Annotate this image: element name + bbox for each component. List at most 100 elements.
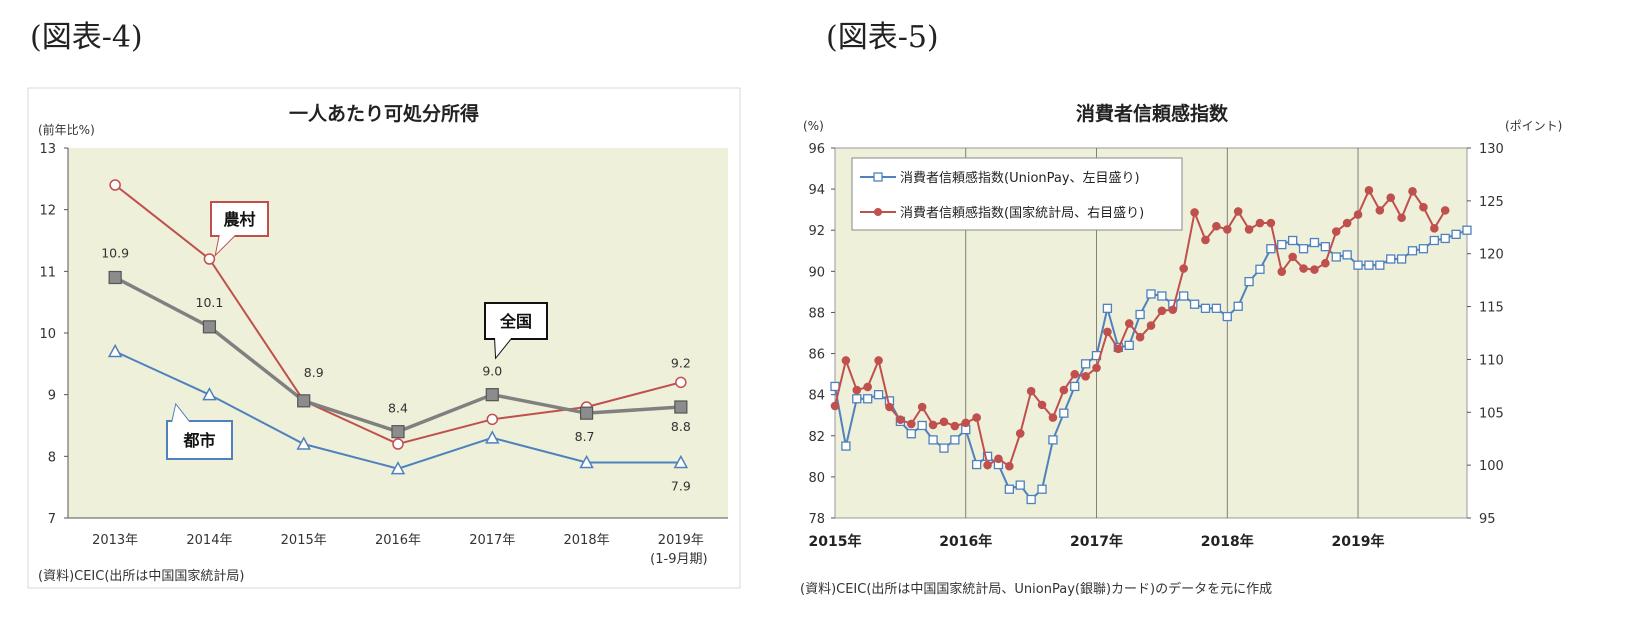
fig5-point-nbs: [1092, 363, 1101, 373]
fig5-point-unionpay: [1037, 484, 1047, 494]
fig5-point-nbs: [1255, 218, 1265, 228]
fig5-point-nbs: [1299, 264, 1308, 273]
fig5-y-left-unit: (%): [803, 119, 824, 133]
fig4-point-urban: [390, 461, 406, 475]
fig5-y-left-tick-label: 90: [808, 265, 825, 280]
fig5-point-nbs: [1233, 207, 1243, 216]
fig5-point-nbs: [863, 382, 872, 392]
fig5-point-nbs: [1146, 321, 1156, 330]
fig5-legend-marker-nbs: [874, 208, 882, 216]
fig4-point-national: [579, 406, 594, 420]
fig5-x-tick-label: 2016年: [939, 533, 992, 550]
fig5-point-nbs: [1244, 225, 1254, 234]
fig5-point-unionpay: [1211, 303, 1222, 313]
fig5-point-nbs: [1201, 235, 1210, 245]
fig5-y-left-tick-label: 88: [808, 306, 825, 321]
fig5-legend-box: [851, 157, 1183, 231]
fig4-callout-national-box: [484, 302, 548, 340]
fig5-point-unionpay: [1146, 289, 1156, 299]
fig4-callout-urban-box: [166, 420, 233, 460]
fig5-point-unionpay: [1135, 309, 1145, 320]
fig5-point-unionpay: [1244, 276, 1254, 287]
fig5-point-nbs: [1375, 206, 1385, 215]
fig5-point-unionpay: [1342, 250, 1352, 260]
fig5-point-nbs: [896, 415, 905, 424]
fig5-point-nbs: [1408, 187, 1417, 196]
fig4-callout-urban-label: 都市: [182, 431, 215, 450]
fig4-point-rural: [392, 438, 404, 450]
fig4-y-tick-label: 12: [39, 204, 56, 219]
fig5-y-right-tick-label: 110: [1479, 353, 1504, 368]
fig5-point-unionpay: [1288, 235, 1298, 246]
fig5-point-unionpay: [1015, 480, 1025, 490]
fig5-y-right-tick-label: 130: [1479, 142, 1504, 157]
fig5-point-nbs: [1364, 185, 1374, 195]
fig5-point-nbs: [1081, 372, 1090, 381]
fig4-title: 一人あたり可処分所得: [289, 102, 479, 125]
fig5-point-nbs: [1430, 224, 1439, 233]
fig4-y-tick-label: 10: [39, 327, 56, 342]
fig5-point-unionpay: [1059, 408, 1069, 418]
fig4-data-label-national: 9.0: [482, 364, 502, 379]
fig4-point-national: [297, 394, 311, 408]
fig5-x-tick-label: 2017年: [1070, 533, 1123, 550]
fig4-data-label-national: 8.7: [575, 429, 595, 444]
fig5-point-unionpay: [1157, 291, 1167, 301]
fig4-data-label-rural: 9.2: [671, 355, 691, 370]
fig5-y-left-tick-label: 96: [808, 142, 825, 157]
fig4-point-national: [391, 425, 405, 439]
fig4-y-unit: (前年比%): [38, 122, 95, 137]
fig5-y-left-tick-label: 82: [808, 430, 825, 445]
fig5-point-unionpay: [906, 429, 916, 439]
fig5-point-unionpay: [939, 443, 949, 453]
fig5-point-nbs: [1114, 344, 1123, 354]
fig4-callout-national-tail-fill: [495, 337, 512, 357]
fig5-point-nbs: [1386, 193, 1396, 202]
fig4-y-tick-label: 11: [39, 265, 56, 280]
fig4-x-tick-label: 2016年: [375, 533, 421, 548]
fig4-point-rural: [203, 253, 216, 265]
fig4-point-national: [108, 270, 122, 285]
fig5-point-unionpay: [1298, 244, 1309, 254]
fig5-point-nbs: [928, 420, 938, 430]
fig5-point-nbs: [1331, 227, 1341, 236]
fig4-point-urban: [485, 430, 500, 444]
fig5-point-unionpay: [1266, 244, 1276, 254]
figure-4-label: (図表-4): [30, 20, 143, 55]
fig4-point-national: [674, 400, 688, 414]
fig4-data-label-national: 8.4: [388, 401, 408, 416]
fig5-legend-label-unionpay: 消費者信頼感指数(UnionPay、左目盛り): [900, 170, 1140, 186]
fig4-x-tick-label: 2015年: [281, 533, 327, 548]
fig5-point-unionpay: [1375, 260, 1385, 270]
fig5-point-nbs: [994, 454, 1003, 464]
fig5-y-left-tick-label: 78: [808, 512, 825, 527]
fig5-x-tick-label: 2018年: [1201, 533, 1254, 550]
fig4-data-label-urban: 7.9: [671, 479, 691, 494]
fig5-legend-label-nbs: 消費者信頼感指数(国家統計局、右目盛り): [900, 205, 1144, 221]
fig5-point-unionpay: [1179, 291, 1189, 301]
fig5-y-right-tick-label: 100: [1479, 459, 1504, 474]
fig5-point-nbs: [885, 402, 894, 412]
fig5-point-nbs: [852, 385, 862, 395]
fig5-point-unionpay: [1026, 494, 1036, 505]
fig5-point-unionpay: [1070, 381, 1080, 392]
fig5-point-nbs: [906, 419, 916, 429]
fig5-y-right-tick-label: 120: [1479, 248, 1504, 263]
fig5-y-left-tick-label: 86: [808, 348, 825, 363]
fig4-data-label-national: 8.9: [304, 365, 324, 380]
fig5-point-nbs: [961, 418, 971, 428]
fig5-point-unionpay: [1429, 235, 1439, 246]
fig5-point-unionpay: [1353, 260, 1363, 270]
fig5-point-nbs: [1168, 305, 1178, 315]
fig4-y-tick-label: 7: [48, 512, 56, 527]
fig5-point-nbs: [1419, 202, 1428, 212]
fig5-point-nbs: [917, 402, 927, 412]
fig5-y-left-tick-label: 80: [808, 471, 825, 486]
fig5-point-nbs: [1222, 225, 1232, 234]
fig5-point-nbs: [1321, 258, 1330, 268]
fig5-point-unionpay: [1396, 254, 1407, 264]
fig4-data-label-national: 10.9: [101, 246, 129, 261]
fig4-x-tick-label: 2013年: [92, 533, 138, 548]
fig5-y-left-tick-label: 92: [808, 224, 825, 239]
fig5-point-unionpay: [1124, 340, 1134, 350]
